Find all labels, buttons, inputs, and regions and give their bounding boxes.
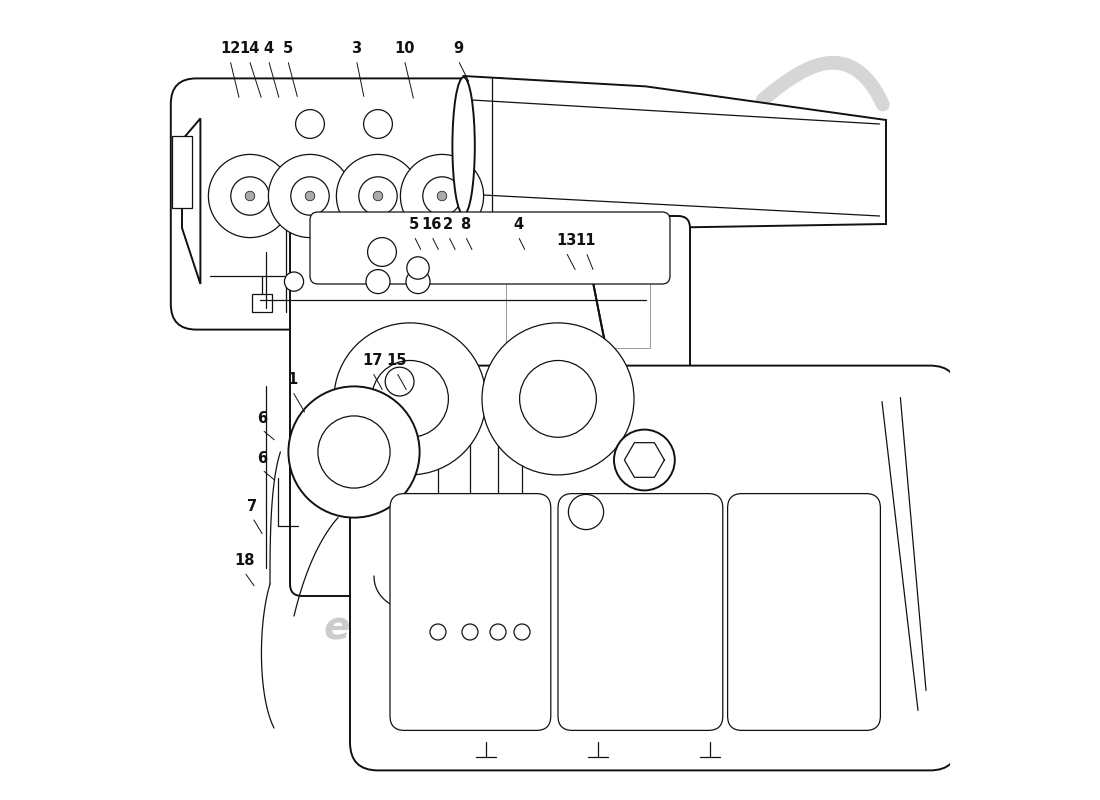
Text: 1: 1 <box>287 372 297 387</box>
Circle shape <box>367 238 396 266</box>
Text: eurospares: eurospares <box>603 165 849 203</box>
Polygon shape <box>463 76 886 228</box>
Text: 13: 13 <box>556 233 576 248</box>
Circle shape <box>430 624 446 640</box>
Bar <box>252 294 272 312</box>
Circle shape <box>482 323 634 475</box>
Circle shape <box>285 272 304 291</box>
Circle shape <box>407 257 429 279</box>
Text: 16: 16 <box>421 217 442 232</box>
Text: 5: 5 <box>409 217 419 232</box>
Circle shape <box>462 624 478 640</box>
Text: 10: 10 <box>394 41 415 56</box>
Circle shape <box>514 624 530 640</box>
Circle shape <box>290 177 329 215</box>
FancyBboxPatch shape <box>310 212 670 284</box>
Circle shape <box>614 430 674 490</box>
Polygon shape <box>182 118 200 284</box>
Circle shape <box>337 154 419 238</box>
Text: 6: 6 <box>257 410 267 426</box>
FancyBboxPatch shape <box>390 494 551 730</box>
Text: 11: 11 <box>575 233 596 248</box>
Bar <box>173 136 192 208</box>
Circle shape <box>334 323 486 475</box>
Bar <box>440 294 460 312</box>
FancyBboxPatch shape <box>290 216 690 596</box>
FancyBboxPatch shape <box>727 494 880 730</box>
Bar <box>381 294 399 312</box>
Circle shape <box>318 416 390 488</box>
Circle shape <box>569 494 604 530</box>
Circle shape <box>305 191 315 201</box>
Ellipse shape <box>452 78 475 214</box>
Text: 8: 8 <box>460 217 471 232</box>
Circle shape <box>359 177 397 215</box>
Circle shape <box>372 361 449 438</box>
FancyBboxPatch shape <box>558 494 723 730</box>
Text: 4: 4 <box>513 217 524 232</box>
Circle shape <box>231 177 270 215</box>
Text: 4: 4 <box>263 41 274 56</box>
Circle shape <box>364 110 393 138</box>
Circle shape <box>422 177 461 215</box>
FancyBboxPatch shape <box>170 78 524 330</box>
Circle shape <box>208 154 292 238</box>
Text: 17: 17 <box>362 353 383 368</box>
Text: 2: 2 <box>443 217 453 232</box>
Text: eurospares: eurospares <box>323 609 569 647</box>
Circle shape <box>400 154 484 238</box>
Bar <box>506 260 650 348</box>
Circle shape <box>373 191 383 201</box>
Text: 3: 3 <box>351 41 362 56</box>
Circle shape <box>268 154 352 238</box>
Bar <box>308 294 328 312</box>
Circle shape <box>437 191 447 201</box>
Circle shape <box>519 361 596 438</box>
Circle shape <box>245 191 255 201</box>
Text: 7: 7 <box>248 498 257 514</box>
Text: 5: 5 <box>283 41 293 56</box>
Text: 12: 12 <box>220 41 240 56</box>
Circle shape <box>385 367 414 396</box>
Text: 9: 9 <box>453 41 463 56</box>
FancyBboxPatch shape <box>350 366 958 770</box>
Circle shape <box>366 270 390 294</box>
Text: 14: 14 <box>239 41 260 56</box>
Text: 18: 18 <box>234 553 254 568</box>
Circle shape <box>490 624 506 640</box>
Text: 6: 6 <box>257 450 267 466</box>
Text: 15: 15 <box>386 353 407 368</box>
Circle shape <box>406 270 430 294</box>
Circle shape <box>288 386 419 518</box>
Circle shape <box>296 110 324 138</box>
